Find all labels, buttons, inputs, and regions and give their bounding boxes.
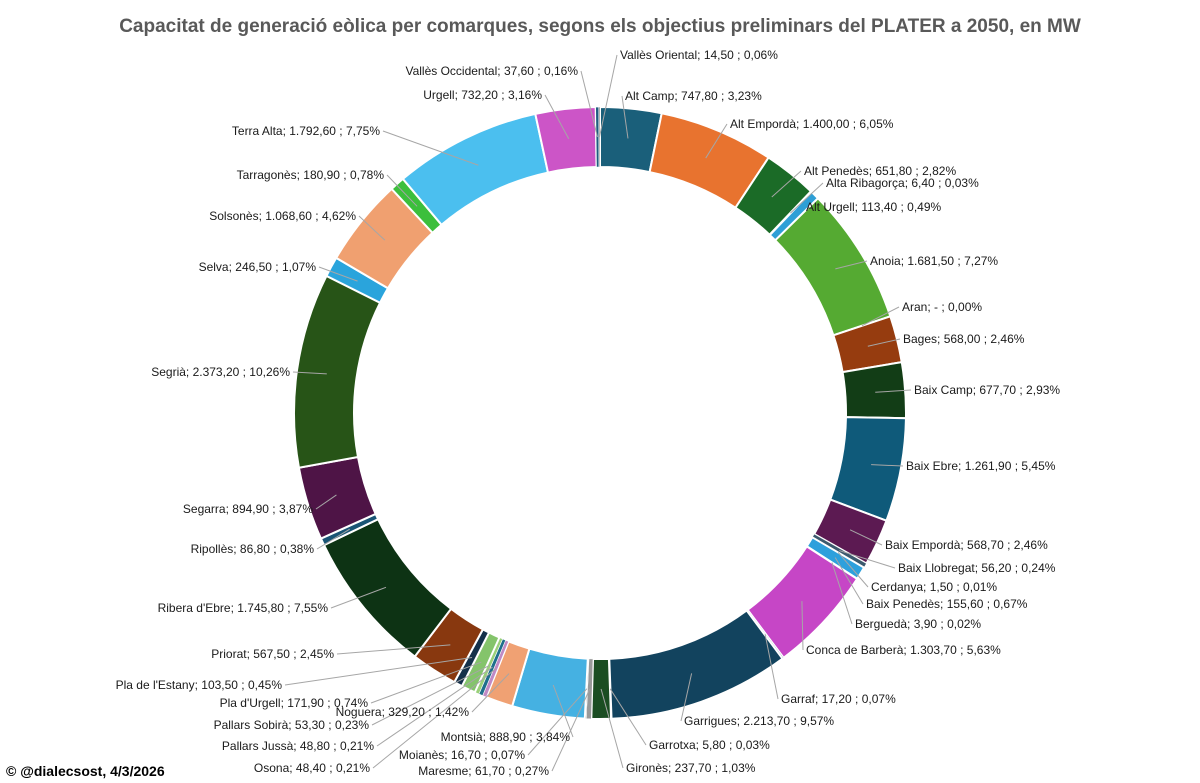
leader-line-ribera-d-ebre	[330, 586, 387, 609]
label-tarragones: Tarragonès; 180,90 ; 0,78%	[237, 168, 385, 182]
label-pallars-jussa: Pallars Jussà; 48,80 ; 0,21%	[222, 739, 374, 753]
chart-title: Capacitat de generació eòlica per comarq…	[119, 16, 1081, 37]
label-baix-llobregat: Baix Llobregat; 56,20 ; 0,24%	[898, 561, 1056, 575]
leader-line-valles-oriental	[598, 54, 618, 138]
leader-line-cerdanya	[837, 552, 869, 588]
leader-line-pallars-sobira	[371, 665, 490, 726]
label-garrigues: Garrigues; 2.213,70 ; 9,57%	[684, 714, 834, 728]
label-alt-penedes: Alt Penedès; 651,80 ; 2,82%	[804, 164, 956, 178]
leader-line-valles-occidental	[580, 70, 598, 138]
leader-line-noguera	[471, 673, 510, 713]
leader-line-aran	[861, 306, 900, 327]
leader-line-alt-camp	[621, 95, 629, 139]
leader-lines-group	[284, 54, 912, 772]
label-alta-ribagorca: Alta Ribagorça; 6,40 ; 0,03%	[826, 176, 979, 190]
slice-garrigues	[608, 609, 784, 720]
label-urgell: Urgell; 732,20 ; 3,16%	[423, 88, 542, 102]
leader-line-pla-de-l-estany	[284, 657, 473, 686]
label-conca-de-barbera: Conca de Barberà; 1.303,70 ; 5,63%	[806, 643, 1001, 657]
label-pallars-sobira: Pallars Sobirà; 53,30 ; 0,23%	[214, 718, 370, 732]
label-segria: Segrià; 2.373,20 ; 10,26%	[151, 365, 290, 379]
label-bergueda: Berguedà; 3,90 ; 0,02%	[855, 617, 981, 631]
label-pla-d-urgell: Pla d'Urgell; 171,90 ; 0,74%	[220, 696, 369, 710]
label-montsia: Montsià; 888,90 ; 3,84%	[441, 730, 571, 744]
leader-line-solsones	[358, 215, 386, 241]
leader-line-pla-d-urgell	[370, 661, 482, 704]
slice-segria	[293, 274, 382, 469]
leader-line-pallars-jussa	[376, 666, 493, 747]
label-girones: Gironès; 237,70 ; 1,03%	[626, 761, 756, 775]
leader-line-baix-penedes	[834, 557, 864, 605]
label-alt-urgell: Alt Urgell; 113,40 ; 0,49%	[806, 200, 942, 214]
leader-line-osona	[372, 668, 497, 769]
leader-line-maresme	[551, 688, 591, 772]
leader-line-montsia	[552, 684, 574, 738]
label-selva: Selva; 246,50 ; 1,07%	[199, 260, 317, 274]
slice-girones	[590, 657, 613, 720]
label-cerdanya: Cerdanya; 1,50 ; 0,01%	[871, 580, 997, 594]
label-pla-de-l-estany: Pla de l'Estany; 103,50 ; 0,45%	[116, 678, 283, 692]
label-aran: Aran; - ; 0,00%	[902, 300, 982, 314]
label-baix-emporda: Baix Empordà; 568,70 ; 2,46%	[885, 538, 1048, 552]
leader-line-bergueda	[831, 562, 853, 625]
slices-group	[293, 105, 907, 720]
leader-line-terra-alta	[382, 130, 479, 166]
leader-line-baix-ebre	[871, 464, 904, 467]
label-osona: Osona; 48,40 ; 0,21%	[254, 761, 370, 775]
leader-line-anoia	[835, 260, 868, 270]
label-alt-camp: Alt Camp; 747,80 ; 3,23%	[625, 89, 762, 103]
leader-line-garrigues	[680, 673, 693, 722]
leader-line-baix-emporda	[849, 529, 883, 546]
label-ribera-d-ebre: Ribera d'Ebre; 1.745,80 ; 7,55%	[158, 601, 329, 615]
leader-line-conca-de-barbera	[801, 601, 804, 651]
label-maresme: Maresme; 61,70 ; 0,27%	[418, 764, 549, 778]
label-baix-camp: Baix Camp; 677,70 ; 2,93%	[914, 383, 1060, 397]
leader-line-ripolles	[316, 528, 350, 550]
label-segarra: Segarra; 894,90 ; 3,87%	[183, 502, 313, 516]
label-garraf: Garraf; 17,20 ; 0,07%	[781, 692, 896, 706]
label-alt-emporda: Alt Empordà; 1.400,00 ; 6,05%	[730, 117, 894, 131]
leader-line-alt-penedes	[771, 170, 802, 198]
label-moianes: Moianès; 16,70 ; 0,07%	[399, 748, 525, 762]
label-garrotxa: Garrotxa; 5,80 ; 0,03%	[649, 738, 770, 752]
leader-line-urgell	[544, 94, 570, 140]
label-priorat: Priorat; 567,50 ; 2,45%	[211, 647, 334, 661]
leader-line-garraf	[764, 634, 779, 700]
leader-line-segria	[292, 371, 327, 375]
slice-baix-camp	[841, 360, 907, 420]
label-ripolles: Ripollès; 86,80 ; 0,38%	[191, 542, 315, 556]
leader-line-tarragones	[386, 174, 418, 207]
credit-text: © @dialecsost, 4/3/2026	[6, 763, 165, 779]
leader-line-moianes	[527, 688, 588, 756]
label-baix-penedes: Baix Penedès; 155,60 ; 0,67%	[866, 597, 1028, 611]
label-valles-oriental: Vallès Oriental; 14,50 ; 0,06%	[620, 48, 778, 62]
leader-line-baix-camp	[875, 389, 912, 393]
leader-line-girones	[600, 688, 624, 769]
label-baix-ebre: Baix Ebre; 1.261,90 ; 5,45%	[906, 459, 1056, 473]
labels-group: Alt Camp; 747,80 ; 3,23% Alt Empordà; 1.4…	[116, 48, 1061, 778]
leader-line-segarra	[315, 494, 337, 510]
leader-line-alta-ribagorca	[790, 182, 824, 214]
label-solsones: Solsonès; 1.068,60 ; 4,62%	[209, 209, 356, 223]
leader-line-alt-emporda	[705, 123, 728, 159]
leader-line-selva	[318, 266, 358, 282]
leader-line-bages	[867, 338, 901, 347]
label-valles-occidental: Vallès Occidental; 37,60 ; 0,16%	[405, 64, 578, 78]
leader-line-baix-llobregat	[839, 550, 896, 569]
label-noguera: Noguera; 329,20 ; 1,42%	[336, 705, 470, 719]
slice-valles-oriental	[598, 106, 601, 168]
leader-line-garrotxa	[609, 688, 647, 746]
label-anoia: Anoia; 1.681,50 ; 7,27%	[870, 254, 998, 268]
label-terra-alta: Terra Alta; 1.792,60 ; 7,75%	[232, 124, 380, 138]
label-bages: Bages; 568,00 ; 2,46%	[903, 332, 1025, 346]
leader-line-priorat	[336, 644, 451, 655]
